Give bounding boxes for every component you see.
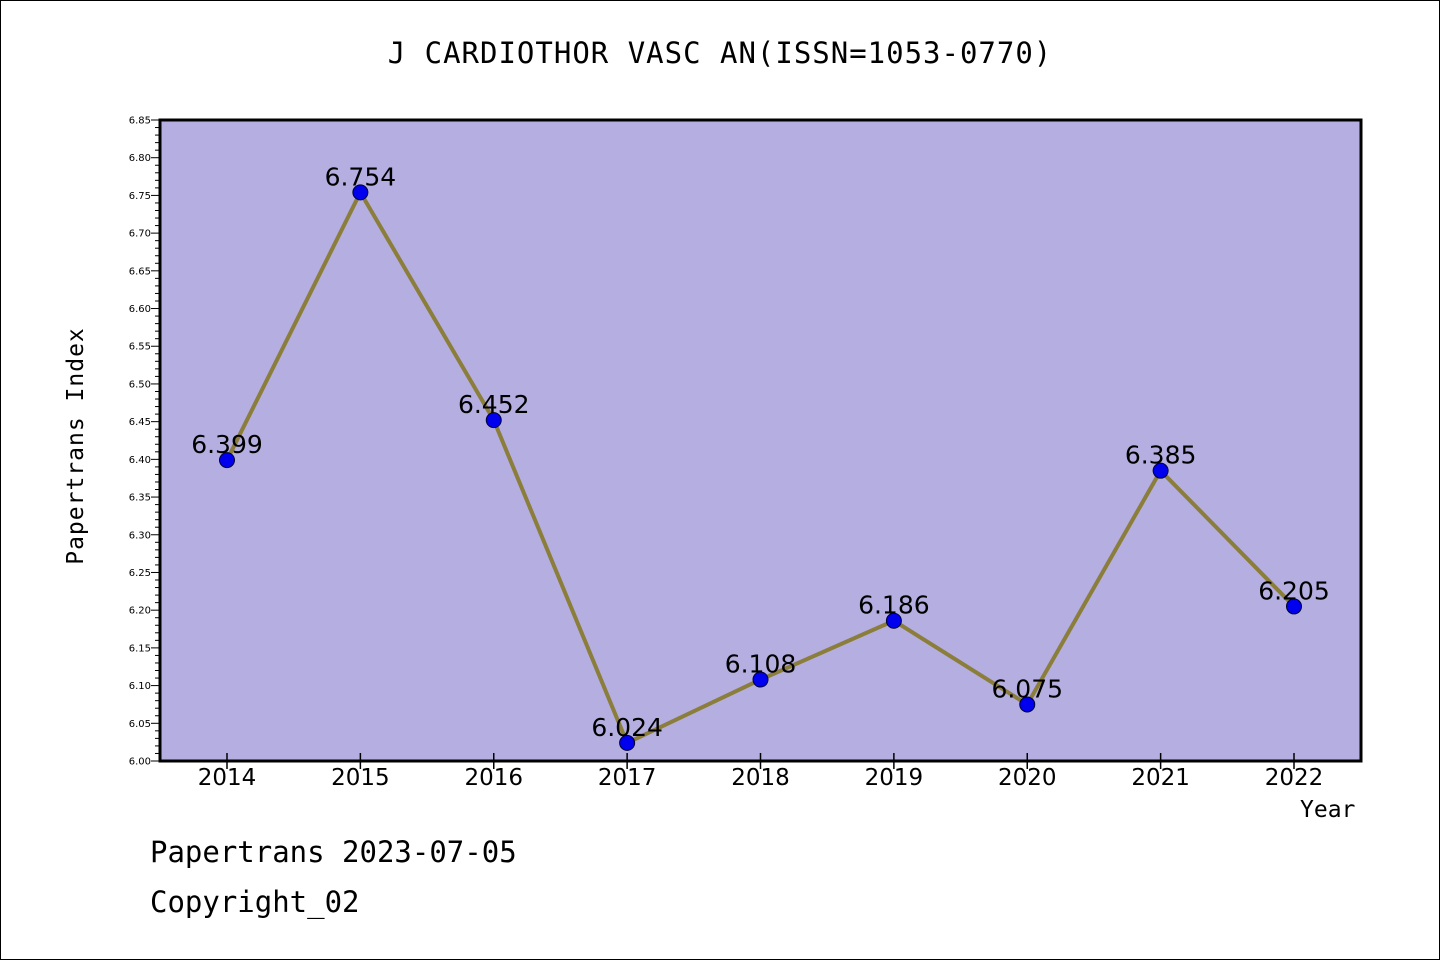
- y-tick-label: 6.55: [129, 342, 151, 353]
- data-point: [1019, 696, 1036, 713]
- y-tick-label: 6.70: [129, 229, 151, 240]
- data-label: 6.399: [191, 430, 263, 459]
- data-point: [1152, 462, 1169, 479]
- data-label: 6.205: [1258, 576, 1330, 605]
- data-markers: [219, 184, 1302, 751]
- y-tick-label: 6.50: [129, 379, 151, 390]
- y-tick-label: 6.75: [129, 191, 151, 202]
- data-label: 6.452: [458, 390, 530, 419]
- data-label: 6.186: [858, 591, 930, 620]
- y-tick-label: 6.25: [129, 568, 151, 579]
- x-tick-label: 2017: [598, 765, 657, 791]
- data-label: 6.108: [725, 650, 797, 679]
- x-axis-label: Year: [1300, 797, 1356, 823]
- x-tick-label: 2015: [331, 765, 390, 791]
- x-tick-label: 2022: [1265, 765, 1324, 791]
- x-tick-label: 2020: [998, 765, 1057, 791]
- y-tick-label: 6.15: [129, 643, 151, 654]
- y-tick-label: 6.45: [129, 417, 151, 428]
- y-tick-label: 6.65: [129, 266, 151, 277]
- y-tick-label: 6.40: [129, 455, 151, 466]
- chart-title: J CARDIOTHOR VASC AN(ISSN=1053-0770): [387, 36, 1053, 70]
- data-point: [485, 412, 502, 429]
- y-tick-label: 6.80: [129, 153, 151, 164]
- data-point: [1286, 598, 1302, 615]
- data-point: [885, 612, 902, 629]
- data-point: [619, 734, 636, 751]
- x-tick-label: 2018: [731, 765, 790, 791]
- footer-date: Papertrans 2023-07-05: [150, 835, 517, 869]
- data-point: [352, 184, 369, 201]
- footer-copyright: Copyright_02: [150, 885, 360, 919]
- y-tick-label: 6.10: [129, 681, 151, 692]
- x-tick-label: 2019: [865, 765, 924, 791]
- data-label: 6.024: [591, 713, 663, 742]
- y-tick-label: 6.00: [129, 757, 151, 768]
- y-tick-label: 6.30: [129, 530, 151, 541]
- data-point: [219, 452, 235, 469]
- x-tick-label: 2016: [464, 765, 523, 791]
- y-tick-label: 6.35: [129, 493, 151, 504]
- y-ticks: 6.00 6.05 6.10 6.15 6.20 6.25 6.30 6.35 6.40 6.45…: [129, 116, 160, 768]
- data-label: 6.754: [325, 162, 397, 191]
- data-labels: 6.399 6.754 6.452 6.024 6.108 6.186 6.075 6.385…: [191, 162, 1330, 742]
- y-tick-label: 6.20: [129, 606, 151, 617]
- x-tick-label: 2014: [198, 765, 257, 791]
- y-tick-label: 6.60: [129, 304, 151, 315]
- y-tick-label: 6.85: [129, 116, 151, 127]
- x-ticks: 2014 2015 2016 2017 2018 2019 2020 2021 2022: [198, 753, 1324, 791]
- x-tick-label: 2021: [1131, 765, 1190, 791]
- y-tick-label: 6.05: [129, 719, 151, 730]
- plot-border: [158, 118, 1363, 763]
- plot-area: [160, 120, 1361, 761]
- data-point: [752, 671, 769, 688]
- data-label: 6.385: [1125, 441, 1197, 470]
- data-label: 6.075: [991, 674, 1063, 703]
